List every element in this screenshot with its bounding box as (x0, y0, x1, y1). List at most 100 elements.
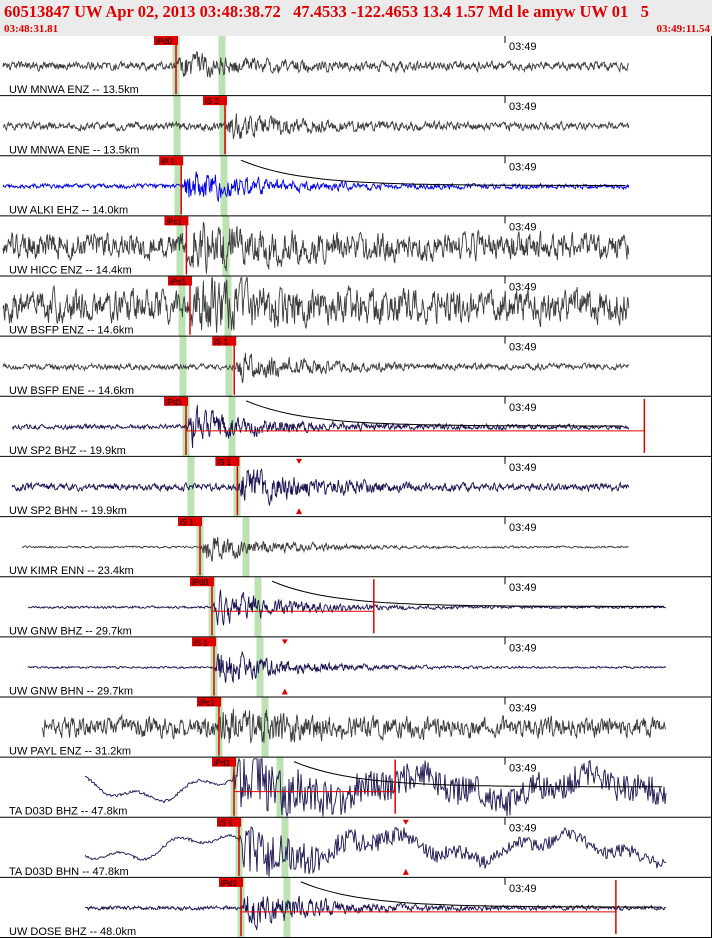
station-label: UW GNW BHZ -- 29.7km (9, 625, 132, 637)
coda-duration-curve (240, 159, 626, 186)
phase-pick-tag (154, 36, 178, 45)
minute-label: 03:49 (509, 282, 537, 294)
waveform (2, 50, 630, 78)
amplitude-marker-bottom (402, 868, 409, 875)
trace-row: 03:49 iPd0 UW GNW BHZ -- 29.7km (0, 577, 712, 638)
waveform (2, 113, 630, 139)
phase-pick-tag (168, 276, 192, 286)
station-label: UW BSFP ENZ -- 14.6km (9, 325, 133, 337)
phase-pick-label: iPc1 (166, 217, 182, 226)
phase-pick-label: iS 1 (214, 338, 228, 347)
phase-pick-label: iP 1 (161, 157, 175, 166)
trace-row: 03:49 iPc1 UW PAYL ENZ -- 31.2km (0, 697, 712, 758)
phase-pick-tag (217, 817, 241, 827)
trace-row: 03:49 iPd1 TA D03D BHZ -- 47.8km (0, 757, 712, 818)
phase-pick-label: iS 1 (217, 458, 231, 467)
phase-pick-tag (164, 216, 189, 226)
event-title: 60513847 UW Apr 02, 2013 03:48:38.72 47.… (4, 2, 649, 21)
phase-pick-label: iPd0 (192, 578, 209, 587)
station-label: UW GNW BHN -- 29.7km (9, 685, 133, 697)
station-label: UW DOSE BHZ -- 48.0km (9, 926, 136, 938)
phase-pick-label: iPd1 (221, 879, 238, 888)
phase-pick-tag (159, 156, 184, 166)
coda-duration-curve (300, 881, 661, 908)
station-label: TA D03D BHZ -- 47.8km (9, 806, 127, 818)
phase-pick-tag (215, 456, 240, 466)
station-label: UW MNWA ENZ -- 13.5km (9, 84, 139, 96)
station-label: UW ALKI EHZ -- 14.0km (9, 204, 128, 216)
phase-pick-label: iS 1 (180, 518, 194, 527)
minute-label: 03:49 (509, 582, 537, 594)
waveform (2, 171, 630, 202)
coda-duration-curve (293, 761, 662, 788)
amplitude-marker-top (281, 639, 288, 645)
minute-label: 03:49 (509, 342, 537, 354)
waveform (27, 589, 667, 626)
phase-pick-tag (197, 697, 221, 707)
station-label: UW MNWA ENE -- 13.5km (9, 144, 139, 156)
coda-duration-curve (245, 400, 622, 427)
waveform (27, 651, 667, 684)
trace-row: 03:49 iS 1 TA D03D BHN -- 47.8km (0, 817, 712, 878)
phase-pick-label: iS 1 (219, 819, 233, 828)
phase-pick-label: iPd1 (214, 759, 231, 768)
minute-label: 03:49 (509, 522, 537, 534)
amplitude-marker-bottom (296, 508, 303, 515)
station-label: TA D03D BHN -- 47.8km (9, 866, 129, 878)
minute-label: 03:49 (509, 41, 537, 53)
minute-label: 03:49 (509, 763, 537, 775)
minute-label: 03:49 (509, 101, 537, 113)
trace-row: 03:49 iS 1 UW BSFP ENE -- 14.6km (0, 336, 712, 397)
phase-pick-label: iPc1 (199, 698, 215, 707)
window-start-time: 03:48:31.81 (4, 23, 59, 35)
minute-label: 03:49 (509, 462, 537, 474)
waveform (84, 895, 667, 930)
amplitude-marker-bottom (281, 688, 288, 695)
waveform (11, 467, 630, 506)
station-label: UW PAYL ENZ -- 31.2km (9, 746, 131, 758)
phase-pick-tag (212, 336, 237, 346)
phase-pick-tag (219, 877, 243, 887)
waveform (2, 276, 630, 333)
waveform (84, 757, 667, 818)
coda-duration-curve (271, 580, 664, 607)
trace-row: 03:49 iS 1 UW GNW BHN -- 29.7km (0, 637, 712, 698)
waveform (2, 352, 630, 384)
minute-label: 03:49 (509, 702, 537, 714)
station-label: UW HICC ENZ -- 14.4km (9, 265, 132, 277)
trace-row: 03:49 iS 1 UW KIMR ENN -- 23.4km (0, 517, 712, 578)
trace-row: 03:49 iPd1 UW DOSE BHZ -- 48.0km (0, 877, 712, 938)
phase-pick-label: iPd0 (156, 37, 173, 46)
minute-label: 03:49 (509, 883, 537, 895)
amplitude-marker-top (402, 819, 409, 825)
trace-row: 03:49 iS 2 UW MNWA ENE -- 13.5km (0, 96, 712, 157)
minute-label: 03:49 (509, 161, 537, 173)
phase-pick-tag (192, 637, 216, 647)
phase-pick-tag (212, 757, 236, 767)
phase-pick-tag (178, 517, 202, 527)
station-label: UW BSFP ENE -- 14.6km (9, 385, 134, 397)
minute-label: 03:49 (509, 642, 537, 654)
phase-pick-label: iS 2 (205, 97, 219, 106)
station-label: UW SP2 BHZ -- 19.9km (9, 445, 126, 457)
phase-pick-tag (164, 396, 188, 406)
trace-row: 03:49 iP 1 UW ALKI EHZ -- 14.0km (0, 156, 712, 217)
trace-row: 03:49 iPd1 UW SP2 BHZ -- 19.9km (0, 396, 712, 457)
waveform (84, 826, 667, 877)
minute-label: 03:49 (509, 823, 537, 835)
waveform (2, 222, 630, 274)
window-end-time: 03:49:11.54 (656, 23, 710, 35)
amplitude-marker-top (296, 458, 303, 464)
trace-row: 03:49 iPc1 UW HICC ENZ -- 14.4km (0, 216, 712, 277)
station-label: UW SP2 BHN -- 19.9km (9, 505, 127, 517)
phase-pick-label: iPd1 (170, 278, 187, 287)
trace-row: 03:49 iPd0 UW MNWA ENZ -- 13.5km (0, 36, 712, 97)
waveform (41, 708, 666, 744)
trace-row: 03:49 iS 1 UW SP2 BHN -- 19.9km (0, 456, 712, 518)
station-label: UW KIMR ENN -- 23.4km (9, 565, 134, 577)
phase-pick-tag (203, 96, 227, 106)
waveform (21, 537, 629, 562)
minute-label: 03:49 (509, 402, 537, 414)
phase-pick-label: iS 1 (194, 638, 208, 647)
phase-pick-label: iPd1 (166, 398, 183, 407)
